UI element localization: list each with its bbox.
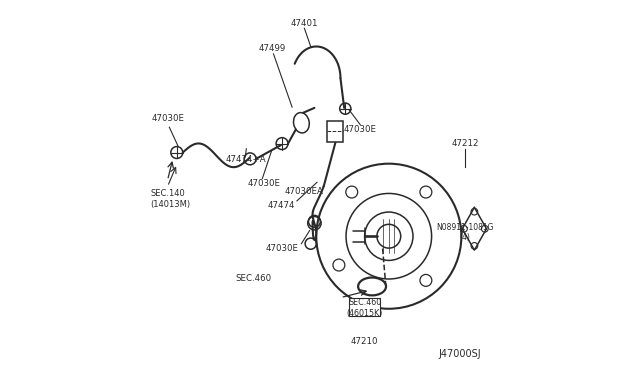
FancyBboxPatch shape — [326, 121, 343, 142]
Text: 47030E: 47030E — [248, 179, 281, 188]
Text: SEC.460: SEC.460 — [236, 274, 271, 283]
Text: J47000SJ: J47000SJ — [438, 349, 481, 359]
Text: 47401: 47401 — [291, 19, 318, 28]
Text: 47474+A: 47474+A — [225, 155, 266, 164]
Text: 47499: 47499 — [259, 44, 286, 53]
Text: SEC.140
(14013M): SEC.140 (14013M) — [151, 189, 191, 209]
Text: 47474: 47474 — [268, 201, 294, 210]
Circle shape — [377, 224, 401, 248]
Text: 47030E: 47030E — [266, 244, 299, 253]
Text: N08911-1081G
(4): N08911-1081G (4) — [436, 223, 494, 242]
Bar — [349, 298, 380, 316]
Text: 47030E: 47030E — [344, 125, 377, 134]
Text: 47030EA: 47030EA — [285, 187, 324, 196]
Text: SEC.460
(46015K): SEC.460 (46015K) — [346, 298, 383, 318]
Text: 47210: 47210 — [350, 337, 378, 346]
Text: 47030E: 47030E — [152, 114, 185, 123]
Text: 47212: 47212 — [451, 139, 479, 148]
